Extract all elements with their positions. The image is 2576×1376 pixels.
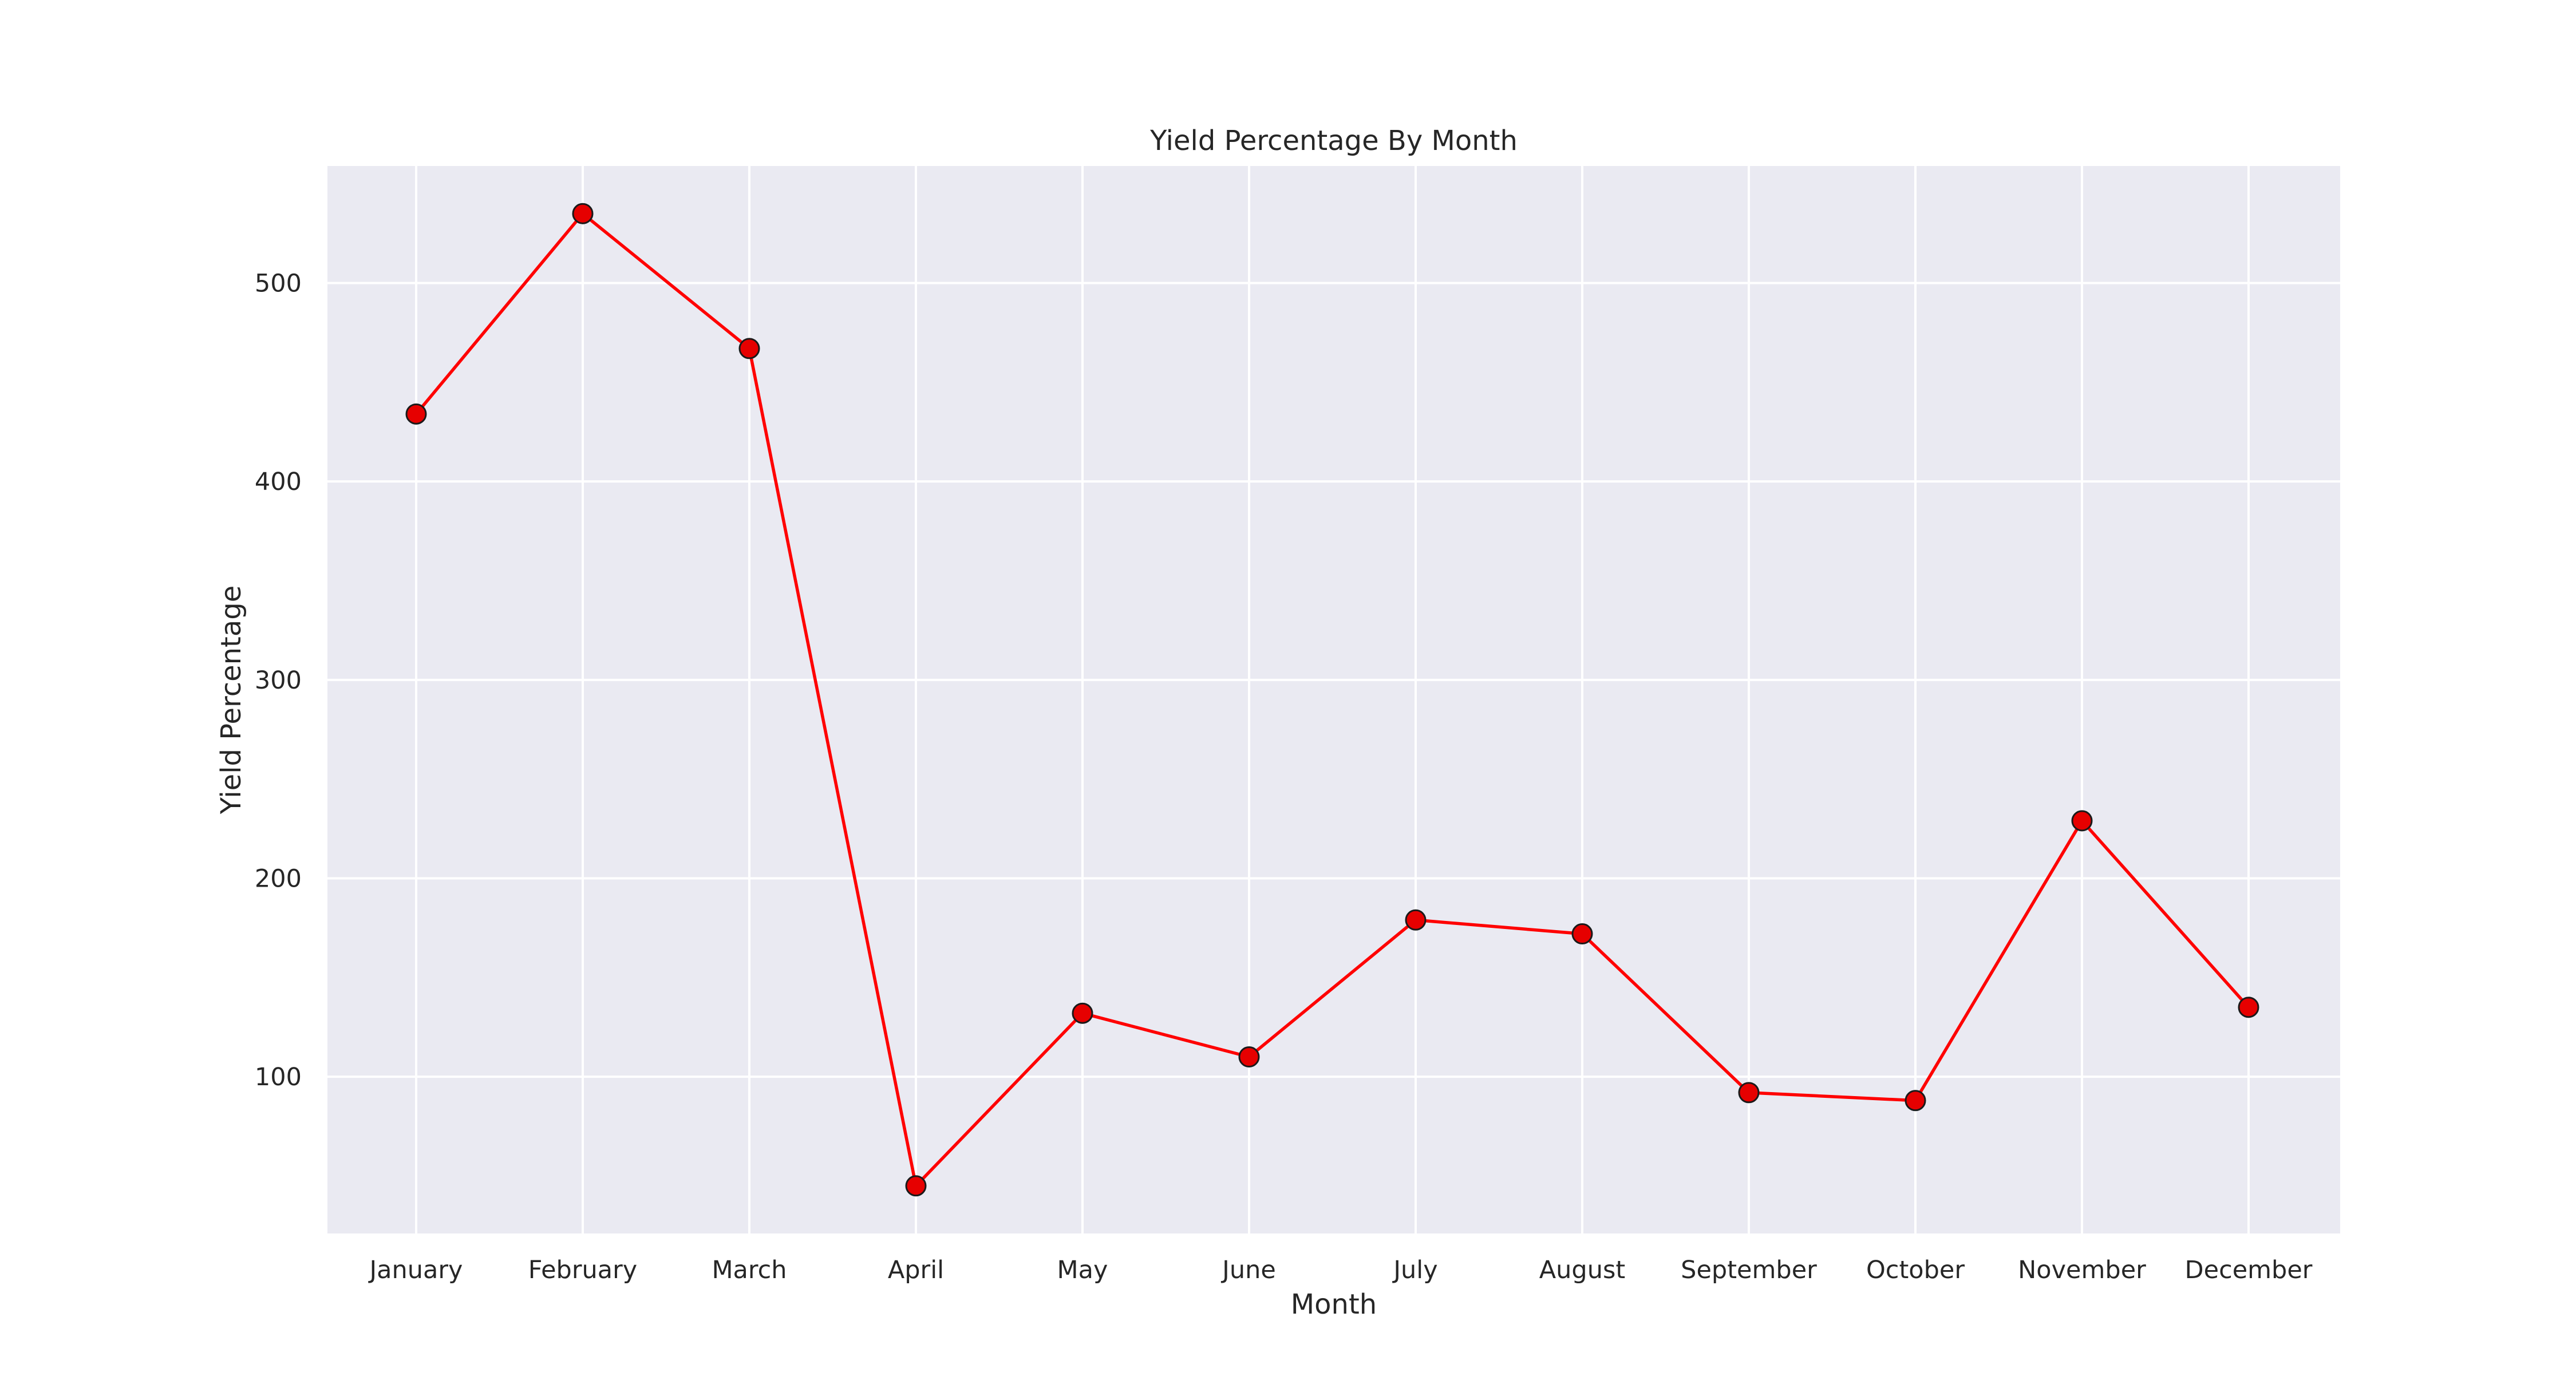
plot-area [327,166,2340,1233]
y-tick-label: 300 [255,666,302,695]
data-point [1905,1090,1926,1112]
x-tick-label: May [1057,1256,1108,1284]
data-point [572,203,594,224]
y-tick-label: 500 [255,270,302,298]
tick-labels: 100 200 300 400 500 January February March April… [255,270,2313,1284]
x-tick-label: February [528,1256,638,1284]
data-point [1571,923,1593,945]
x-tick-label: July [1392,1256,1437,1284]
series-line [414,212,2250,1188]
chart-title: Yield Percentage By Month [1149,125,1518,157]
data-point [1072,1002,1093,1024]
x-axis-label: Month [1291,1288,1377,1320]
x-tick-label: September [1681,1256,1817,1284]
data-point [905,1175,927,1197]
x-tick-label: June [1220,1256,1276,1284]
x-tick-label: April [888,1256,944,1284]
x-tick-label: March [712,1256,787,1284]
x-tick-label: December [2185,1256,2313,1284]
y-axis-label: Yield Percentage [215,586,247,815]
y-tick-label: 200 [255,864,302,893]
x-tick-label: November [2018,1256,2146,1284]
data-point [1738,1082,1760,1104]
data-point [1405,909,1427,931]
y-tick-label: 400 [255,468,302,496]
x-tick-label: October [1866,1256,1965,1284]
x-tick-label: January [368,1256,463,1284]
data-point [405,403,427,425]
grid-lines [327,166,2340,1233]
data-point [1238,1046,1260,1067]
data-point [2238,997,2259,1018]
y-tick-label: 100 [255,1063,302,1092]
x-tick-label: August [1539,1256,1625,1284]
data-point [738,338,760,359]
series-layer [405,203,2259,1197]
data-point [2071,810,2093,832]
